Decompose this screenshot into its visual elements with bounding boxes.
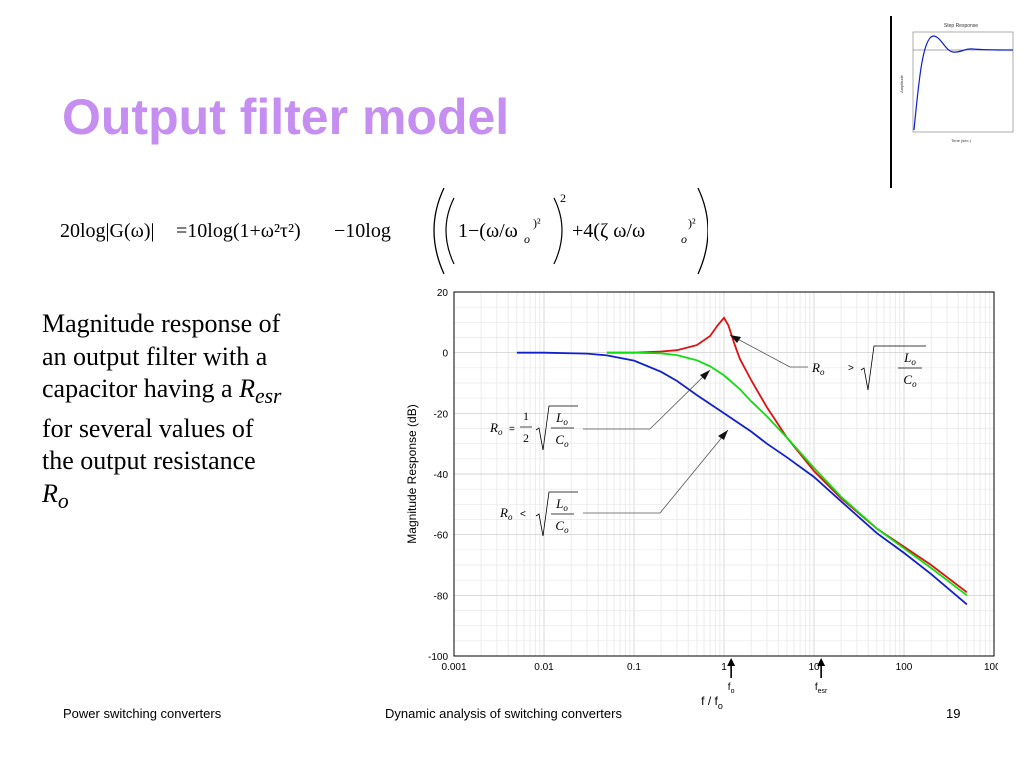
svg-text:Ro: Ro: [489, 420, 503, 437]
slide-title: Output filter model: [62, 89, 510, 145]
svg-text:Lo: Lo: [555, 496, 568, 513]
series-line-1: [606, 351, 968, 597]
inner-left-paren: [445, 197, 455, 265]
x-tick-label: 0.01: [534, 662, 554, 673]
r-esr-subscript: esr: [254, 384, 282, 409]
annotation-arrowhead-red: [730, 335, 741, 343]
chart-grid: [453, 291, 994, 657]
svg-text:Lo: Lo: [555, 410, 568, 427]
plot-frame: [453, 291, 995, 657]
r-o-symbol: R: [42, 478, 58, 508]
footer-page-number: 19: [946, 706, 961, 721]
equation-rhs-1: =10log(1+ω²τ²): [176, 220, 301, 242]
annotation-ro-greater: Ro > Lo Co: [729, 334, 926, 391]
annotation-ro-less: Ro < Lo Co: [499, 429, 729, 537]
outer-right-paren: [697, 187, 708, 275]
description-line-3-text: capacitor having a: [42, 374, 233, 403]
description-line-4: for several values of: [42, 413, 254, 443]
thumbnail-title: Step Response: [944, 23, 978, 29]
description-line-1: Magnitude response of: [42, 309, 281, 338]
x-tick-label: 1000: [984, 662, 998, 673]
x-tick-label: 0.1: [627, 662, 641, 673]
svg-text:>: >: [848, 363, 854, 374]
svg-text:Ro: Ro: [811, 360, 825, 377]
magnitude-response-chart: 0.001 0.01 0.1 1 10 100 1000 20 0 -20 -40 -60 -80 -10…: [405, 288, 998, 711]
annotation-leader-green-diag: [649, 369, 711, 430]
r-o-subscript: o: [57, 488, 69, 513]
y-tick-label: -40: [434, 470, 449, 481]
svg-text:1: 1: [523, 409, 529, 423]
divider-line: [890, 16, 892, 188]
equation-outer-sq: 2: [560, 191, 566, 205]
x-tick-label: 1: [721, 662, 727, 673]
footer-course-name: Power switching converters: [63, 706, 222, 721]
svg-text:2: 2: [523, 431, 529, 445]
y-tick-label: -80: [434, 591, 449, 602]
svg-text:<: <: [520, 509, 526, 520]
equation-sub-o-2: o: [681, 232, 687, 246]
y-tick-label: -100: [428, 652, 448, 663]
svg-text:Co: Co: [903, 372, 917, 389]
x-tick-label: 100: [896, 662, 913, 673]
description-text: Magnitude response of an output filter w…: [42, 308, 382, 517]
chart-series: [516, 316, 968, 606]
inner-right-paren: [553, 197, 563, 265]
marker-arrowhead: [817, 658, 826, 666]
annotation-arrowhead-green: [700, 370, 710, 380]
step-response-curve: [913, 35, 1014, 131]
x-tick-label: 0.001: [441, 662, 466, 673]
equation-sub-o-1: o: [524, 232, 530, 246]
annotation-leader-blue-diag: [659, 429, 729, 514]
description-line-2: an output filter with a: [42, 341, 268, 371]
y-tick-label: -20: [434, 409, 449, 420]
svg-text:Co: Co: [555, 518, 569, 535]
x-axis-label-main: f / f: [701, 694, 718, 708]
svg-text:Co: Co: [555, 432, 569, 449]
equation-lhs: 20log|G(ω)|: [60, 220, 155, 242]
equation-sq-1: )²: [533, 216, 541, 230]
y-tick-label: 20: [437, 288, 449, 299]
y-axis-label: Magnitude Response (dB): [405, 404, 419, 543]
marker-label-1: fesr: [815, 682, 828, 695]
x-axis-label-sub: o: [718, 701, 723, 711]
equation-inner-2: +4(ζ ω/ω: [572, 220, 645, 242]
equation-sq-2: )²: [688, 216, 696, 230]
annotation-arrowhead-blue: [718, 430, 728, 440]
footer-chapter-name: Dynamic analysis of switching converters: [385, 706, 622, 721]
description-line-3: capacitor having a Resr: [42, 373, 382, 413]
description-line-5: the output resistance: [42, 446, 256, 476]
series-line-2: [516, 351, 968, 606]
chart-ticks: 0.001 0.01 0.1 1 10 100 1000 20 0 -20 -40 -60 -80 -10…: [428, 288, 998, 673]
description-line-6: Ro: [42, 478, 382, 518]
transfer-function-equation: 20log|G(ω)| =10log(1+ω²τ²) −10log 1−(ω/ω…: [60, 187, 708, 275]
x-axis-label: f / fo: [701, 694, 723, 711]
annotation-ro-equal: Ro = 1 2 Lo Co: [489, 369, 711, 451]
svg-text:Ro: Ro: [499, 505, 513, 522]
r-esr-symbol: R: [239, 374, 255, 403]
equation-rhs-2: −10log: [334, 220, 391, 242]
y-tick-label: -60: [434, 531, 449, 542]
frequency-markers: fo fesr: [727, 658, 828, 695]
marker-label-0: fo: [728, 682, 735, 695]
svg-text:=: =: [509, 424, 515, 435]
thumbnail-ylabel: Amplitude: [899, 74, 904, 93]
marker-arrowhead: [727, 658, 736, 666]
annotation-leader-red-diag: [729, 334, 791, 368]
y-tick-label: 0: [442, 349, 448, 360]
step-response-thumbnail: Step Response Amplitude Time (sec.): [899, 23, 1014, 143]
equation-inner-1: 1−(ω/ω: [458, 220, 518, 242]
thumbnail-xlabel: Time (sec.): [951, 138, 972, 143]
x-tick-label: 10: [808, 662, 820, 673]
outer-left-paren: [433, 187, 445, 275]
